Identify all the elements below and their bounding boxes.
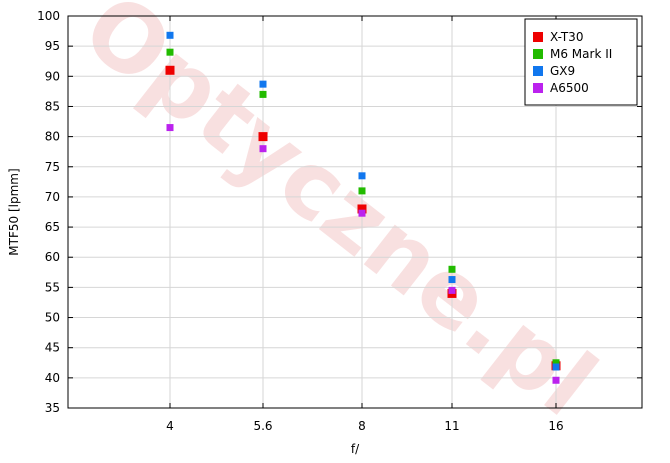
data-point — [357, 204, 367, 214]
y-tick-label: 60 — [45, 250, 60, 264]
data-point — [166, 48, 174, 56]
data-point — [259, 80, 267, 88]
y-tick-label: 90 — [45, 69, 60, 83]
x-tick-label: 8 — [358, 419, 366, 433]
legend-swatch — [533, 66, 543, 76]
x-tick-label: 4 — [166, 419, 174, 433]
y-tick-label: 65 — [45, 220, 60, 234]
legend-swatch — [533, 49, 543, 59]
legend-label: M6 Mark II — [550, 47, 612, 61]
data-point — [258, 132, 268, 142]
legend-label: GX9 — [550, 64, 575, 78]
y-tick-label: 85 — [45, 99, 60, 113]
data-point — [552, 376, 560, 384]
plot-frame — [67, 15, 643, 409]
y-tick-label: 55 — [45, 280, 60, 294]
y-tick-label: 75 — [45, 160, 60, 174]
y-tick-label: 95 — [45, 39, 60, 53]
y-tick-label: 50 — [45, 311, 60, 325]
data-point — [259, 145, 267, 153]
legend-swatch — [533, 83, 543, 93]
legend-box — [524, 18, 638, 106]
data-point — [552, 363, 560, 371]
legend-swatch — [533, 32, 543, 42]
data-point — [448, 276, 456, 284]
legend-label: A6500 — [550, 81, 589, 95]
legend-label: X-T30 — [550, 30, 583, 44]
legend: X-T30 M6 Mark II GX9 A6500 — [524, 18, 638, 106]
y-axis-ticks: 35 40 45 50 55 60 65 70 75 80 85 90 95 100 — [37, 9, 642, 415]
data-point — [358, 209, 366, 217]
data-point — [448, 265, 456, 273]
y-tick-label: 80 — [45, 130, 60, 144]
y-tick-label: 45 — [45, 341, 60, 355]
y-tick-label: 35 — [45, 401, 60, 415]
data-points — [165, 31, 561, 384]
y-tick-label: 70 — [45, 190, 60, 204]
data-point — [448, 286, 456, 294]
y-axis-title: MTF50 [lpmm] — [7, 168, 21, 255]
y-tick-label: 100 — [37, 9, 60, 23]
data-point — [358, 187, 366, 195]
x-tick-label: 11 — [444, 419, 459, 433]
data-point — [259, 90, 267, 98]
x-axis-ticks: 4 5.6 8 11 16 — [166, 16, 564, 433]
y-tick-label: 40 — [45, 371, 60, 385]
data-point — [165, 65, 175, 75]
data-point — [166, 124, 174, 132]
x-tick-label: 5.6 — [253, 419, 272, 433]
data-point — [358, 172, 366, 180]
x-axis-title: f/ — [351, 442, 360, 456]
data-point — [552, 359, 560, 367]
data-point — [166, 31, 174, 39]
x-tick-label: 16 — [548, 419, 563, 433]
